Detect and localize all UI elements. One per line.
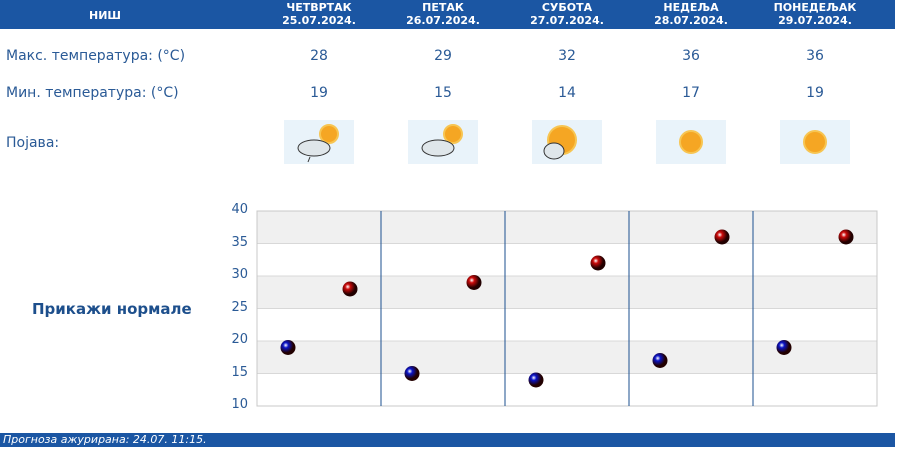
max-temp-value: 28 [310,48,328,64]
forecast-updated-footer: Прогноза ажурирана: 24.07. 11:15. [0,433,895,447]
min-temp-value: 17 [682,85,700,101]
max-temp-value: 32 [558,48,576,64]
day-header: СУБОТА 27.07.2024. [505,1,629,27]
min-temp-point [280,340,296,355]
y-tick-label: 10 [231,397,248,412]
mostly-sunny-icon [532,120,602,164]
y-tick-label: 20 [231,332,248,347]
plot-border [256,210,878,407]
day-header: ПОНЕДЕЉАК 29.07.2024. [753,1,877,27]
day-name: НЕДЕЉА [663,1,719,14]
min-temp-value: 19 [806,85,824,101]
max-temp-value: 29 [434,48,452,64]
day-header: НЕДЕЉА 28.07.2024. [629,1,753,27]
y-tick-label: 40 [231,202,248,217]
grid-band [257,276,877,309]
cloudy-sun-light-rain-icon [284,120,354,164]
day-date: 28.07.2024. [654,14,728,27]
max-temp-point [714,229,730,245]
max-temp-point [838,229,854,245]
max-temp-point [342,281,358,297]
temperature-chart [256,210,878,407]
max-temp-point [466,275,482,290]
day-date: 25.07.2024. [282,14,356,27]
header-bar: НИШ ЧЕТВРТАК 25.07.2024. ПЕТАК 26.07.2024. С… [0,0,895,29]
min-temp-value: 14 [558,85,576,101]
sunny-icon [656,120,726,164]
min-temp-value: 15 [434,85,452,101]
day-date: 27.07.2024. [530,14,604,27]
min-temp-point [776,340,792,355]
min-temp-label: Мин. температура: (°C) [6,85,179,101]
max-temp-value: 36 [806,48,824,64]
max-temp-point [590,255,606,271]
grid-band [257,243,877,276]
sunny-icon [780,120,850,164]
y-tick-label: 15 [231,364,248,380]
day-header: ЧЕТВРТАК 25.07.2024. [257,1,381,27]
day-header: ПЕТАК 26.07.2024. [381,1,505,27]
grid-band [257,211,877,244]
min-temp-point [652,353,668,368]
grid-band [257,373,877,406]
city-name: НИШ [88,9,121,22]
partly-cloudy-icon [408,120,478,164]
grid-band [257,308,877,341]
min-temp-point [404,366,420,381]
day-name: ПЕТАК [422,1,464,14]
day-name: ПОНЕДЕЉАК [773,1,857,14]
max-temp-value: 36 [682,48,700,64]
grid-band [257,341,877,374]
min-temp-point [528,372,544,388]
y-tick-label: 35 [231,234,248,250]
phenomenon-label: Појава: [6,135,60,151]
y-tick-label: 30 [231,267,248,282]
max-temp-label: Макс. температура: (°C) [6,48,186,64]
show-normals-link[interactable]: Прикажи нормале [32,300,192,318]
day-name: СУБОТА [541,1,593,14]
min-temp-value: 19 [310,85,328,101]
day-date: 26.07.2024. [406,14,480,27]
day-date: 29.07.2024. [778,14,852,27]
day-name: ЧЕТВРТАК [286,1,352,14]
y-tick-label: 25 [231,299,248,315]
